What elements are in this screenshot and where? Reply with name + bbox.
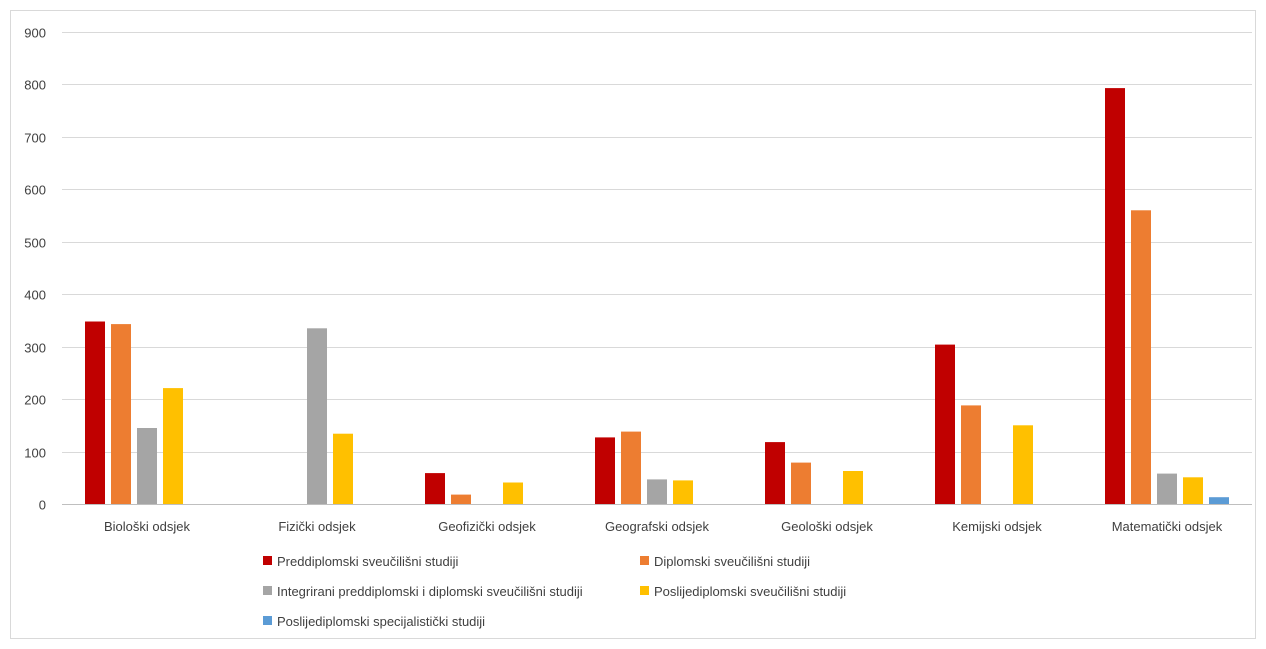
legend-label: Diplomski sveučilišni studiji <box>654 554 810 569</box>
x-tick-label: Geološki odsjek <box>781 519 873 534</box>
legend-label: Preddiplomski sveučilišni studiji <box>277 554 458 569</box>
bar <box>765 442 785 504</box>
y-tick-label: 300 <box>24 341 46 356</box>
x-tick-label: Fizički odsjek <box>278 519 356 534</box>
chart-frame <box>10 10 1256 639</box>
y-tick-label: 600 <box>24 183 46 198</box>
legend-item: Poslijediplomski specijalistički studiji <box>263 614 485 629</box>
bar <box>791 462 811 504</box>
bar <box>935 344 955 504</box>
bar <box>647 479 667 504</box>
y-axis-tick-labels: 0 100 200 300 400 500 600 700 800 900 <box>24 26 46 513</box>
x-axis-tick-labels: Biološki odsjek Fizički odsjek Geofizički … <box>104 519 1223 534</box>
legend-item: Diplomski sveučilišni studiji <box>640 554 810 569</box>
y-tick-label: 900 <box>24 26 46 41</box>
bar <box>673 480 693 504</box>
bar <box>425 473 445 504</box>
legend-label: Poslijediplomski sveučilišni studiji <box>654 584 846 599</box>
legend-swatch <box>640 556 649 565</box>
bar <box>451 494 471 504</box>
bar <box>621 431 641 504</box>
legend-swatch <box>263 586 272 595</box>
y-tick-label: 200 <box>24 393 46 408</box>
x-tick-label: Kemijski odsjek <box>952 519 1042 534</box>
legend-label: Poslijediplomski specijalistički studiji <box>277 614 485 629</box>
y-tick-label: 100 <box>24 446 46 461</box>
bar <box>85 321 105 504</box>
legend-item: Integrirani preddiplomski i diplomski sv… <box>263 584 583 599</box>
x-tick-label: Geografski odsjek <box>605 519 710 534</box>
bar <box>1183 477 1203 504</box>
bar <box>137 428 157 504</box>
gridlines <box>62 32 1252 453</box>
legend-item: Poslijediplomski sveučilišni studiji <box>640 584 846 599</box>
y-tick-label: 0 <box>39 498 46 513</box>
legend-label: Integrirani preddiplomski i diplomski sv… <box>277 584 583 599</box>
legend-swatch <box>263 556 272 565</box>
x-tick-label: Geofizički odsjek <box>438 519 536 534</box>
bar <box>961 405 981 504</box>
bar <box>1131 210 1151 505</box>
bar <box>843 471 863 504</box>
bar <box>333 433 353 504</box>
y-tick-label: 800 <box>24 78 46 93</box>
bar <box>595 437 615 504</box>
legend-item: Preddiplomski sveučilišni studiji <box>263 554 458 569</box>
bar <box>1013 425 1033 504</box>
y-tick-label: 700 <box>24 131 46 146</box>
bar <box>307 328 327 504</box>
y-tick-label: 400 <box>24 288 46 303</box>
legend-swatch <box>640 586 649 595</box>
bar <box>111 324 131 504</box>
legend: Preddiplomski sveučilišni studiji Diploms… <box>263 554 846 629</box>
bar <box>503 482 523 504</box>
legend-swatch <box>263 616 272 625</box>
bar <box>1157 473 1177 504</box>
bars <box>85 88 1229 505</box>
bar <box>1209 497 1229 504</box>
y-tick-label: 500 <box>24 236 46 251</box>
bar <box>163 388 183 504</box>
bar <box>1105 88 1125 504</box>
x-tick-label: Biološki odsjek <box>104 519 190 534</box>
x-tick-label: Matematički odsjek <box>1112 519 1223 534</box>
